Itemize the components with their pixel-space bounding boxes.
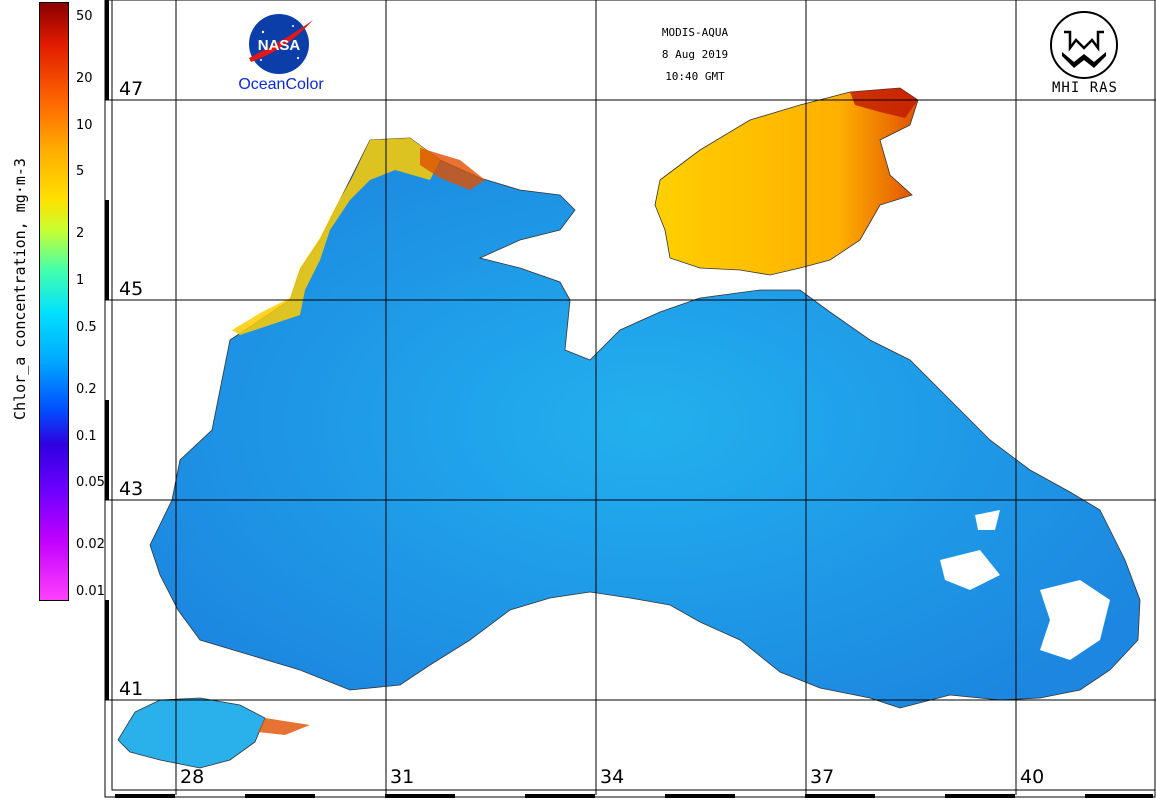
acquisition-date: 8 Aug 2019 <box>661 48 729 61</box>
azov-east-bloom <box>850 88 918 118</box>
colorbar-tick-5: 5 <box>76 164 85 180</box>
image-header: MODIS-AQUA 8 Aug 2019 10:40 GMT <box>620 22 770 88</box>
colorbar-tick-0.05: 0.05 <box>76 475 105 491</box>
colorbar-tick-0.01: 0.01 <box>76 584 105 599</box>
sensor-name: MODIS-AQUA <box>661 26 729 39</box>
left-scale-bar <box>105 0 109 700</box>
dnieper-bloom <box>420 148 485 190</box>
lon-label-34: 34 <box>600 766 625 788</box>
lon-label-28: 28 <box>180 766 205 788</box>
graticule <box>105 0 1156 795</box>
colorbar <box>39 2 69 601</box>
lat-label-43: 43 <box>119 478 144 500</box>
colorbar-tick-10: 10 <box>76 117 93 133</box>
colorbar-title: Chlor_a concentration, mg·m-3 <box>11 158 29 420</box>
nasa-logo-icon: NASA <box>249 14 313 74</box>
colorbar-tick-2: 2 <box>76 226 85 242</box>
marmara-sea-water <box>117 697 266 769</box>
colorbar-tick-50: 50 <box>76 9 93 24</box>
cloud-gaps <box>940 510 1110 660</box>
acquisition-time: 10:40 GMT <box>665 70 725 83</box>
mhi-ras-caption: MHI RAS <box>1051 80 1118 96</box>
colorbar-tick-20: 20 <box>76 70 93 86</box>
bottom-scale-bar <box>115 794 1153 798</box>
lon-label-37: 37 <box>810 766 835 788</box>
lat-label-47: 47 <box>119 78 144 100</box>
mhi-ras-logo-icon <box>1050 11 1118 79</box>
colorbar-tick-0.1: 0.1 <box>76 428 97 444</box>
lat-label-41: 41 <box>119 678 144 700</box>
azov-sea-water <box>654 87 919 276</box>
lon-label-40: 40 <box>1020 766 1045 788</box>
lon-label-31: 31 <box>390 766 415 788</box>
colorbar-tick-0.5: 0.5 <box>76 319 97 335</box>
colorbar-tick-1: 1 <box>76 273 85 289</box>
colorbar-tick-0.2: 0.2 <box>76 381 97 397</box>
lat-label-45: 45 <box>119 278 144 300</box>
marmara-bloom <box>258 718 310 735</box>
nasa-logo-text: NASA <box>258 37 301 54</box>
black-sea-water <box>149 137 1141 709</box>
colorbar-tick-0.02: 0.02 <box>76 537 105 553</box>
nw-shelf-bloom <box>232 138 440 335</box>
oceancolor-caption: OceanColor <box>238 76 324 93</box>
